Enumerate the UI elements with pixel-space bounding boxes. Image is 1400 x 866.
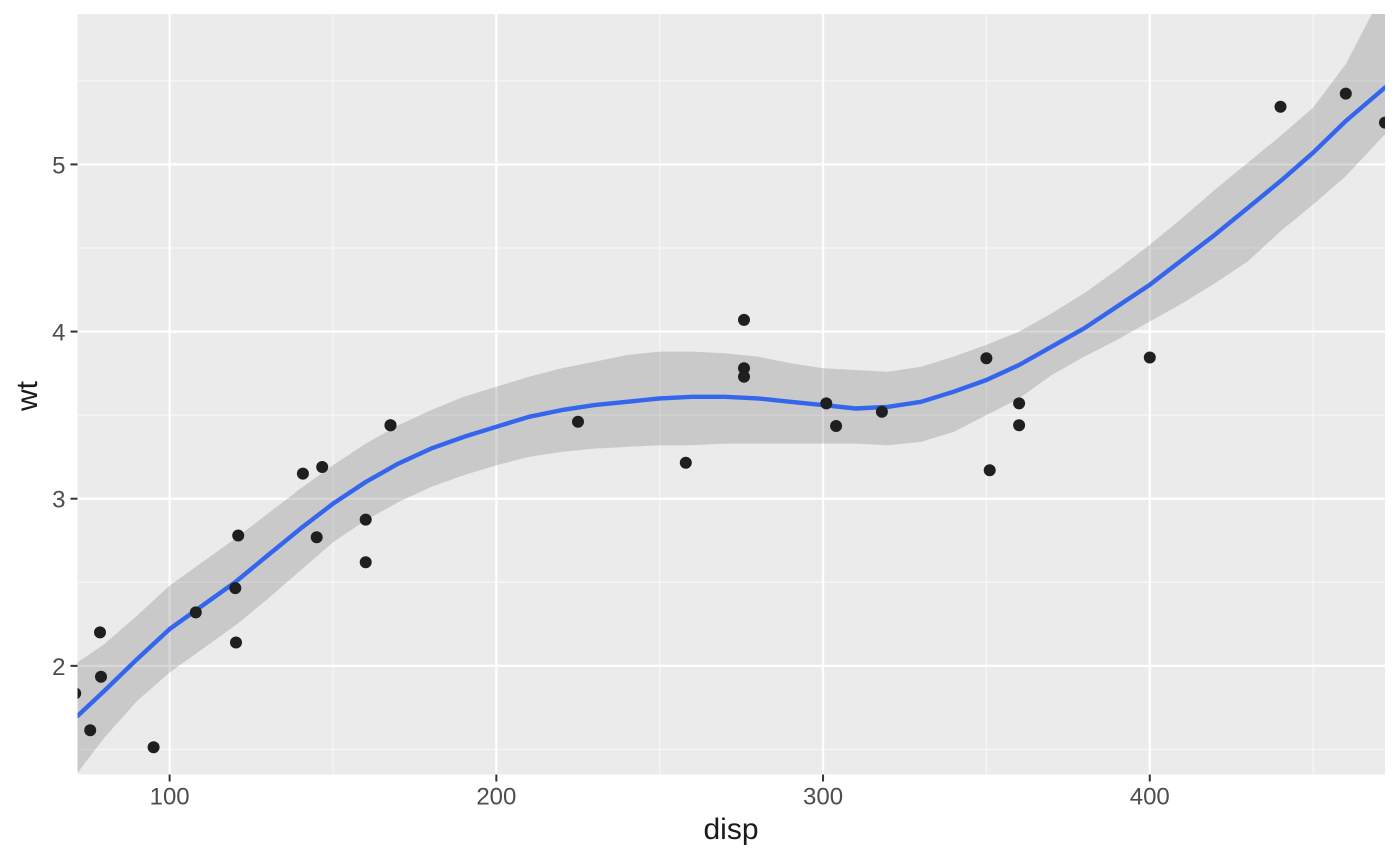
data-point — [232, 529, 245, 542]
data-point — [229, 582, 242, 595]
x-tick-label: 200 — [476, 784, 516, 811]
data-point — [738, 362, 750, 375]
data-point — [1013, 397, 1026, 410]
confidence-ribbon — [77, 14, 1385, 773]
smooth-line — [77, 85, 1385, 719]
data-point — [738, 313, 750, 326]
x-tick-label: 400 — [1130, 784, 1170, 811]
plot-panel — [77, 14, 1385, 775]
data-point — [77, 687, 82, 699]
data-point — [1013, 419, 1026, 432]
y-tick-label: 5 — [52, 152, 65, 179]
data-point — [679, 456, 692, 469]
data-point — [84, 724, 97, 737]
x-tick-label: 300 — [803, 784, 843, 811]
data-point — [1379, 116, 1385, 129]
data-point — [1274, 100, 1287, 113]
data-point — [820, 397, 833, 410]
data-point — [830, 420, 843, 432]
data-point — [572, 415, 584, 428]
x-axis-title: disp — [703, 813, 759, 846]
x-tick-label: 100 — [150, 784, 190, 811]
data-point — [983, 464, 996, 477]
y-tick-label: 2 — [52, 654, 65, 681]
data-point — [875, 405, 888, 418]
y-tick-label: 4 — [52, 320, 65, 347]
data-point — [316, 461, 329, 473]
y-axis-title: wt — [11, 381, 44, 411]
data-point — [230, 636, 242, 649]
data-point — [296, 467, 309, 480]
data-point — [147, 741, 160, 754]
data-point — [738, 370, 750, 383]
data-point — [1339, 87, 1352, 100]
data-point — [310, 531, 323, 544]
data-point — [384, 419, 397, 432]
geom-layer — [77, 14, 1385, 773]
data-point — [95, 670, 107, 683]
y-tick-label: 3 — [52, 487, 65, 514]
data-point — [1143, 351, 1156, 364]
data-point — [359, 556, 372, 569]
data-point — [980, 352, 993, 365]
data-point — [189, 606, 202, 619]
data-point — [359, 513, 372, 526]
data-point — [94, 626, 106, 639]
